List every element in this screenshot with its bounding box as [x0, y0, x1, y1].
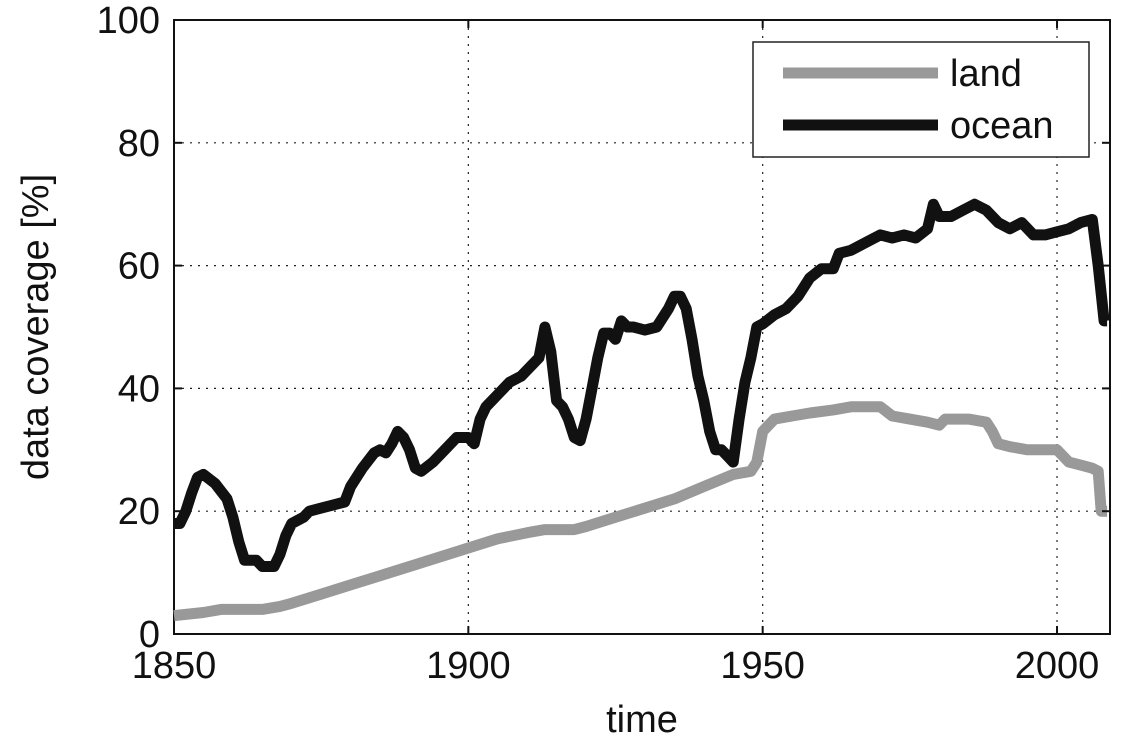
series-line-ocean [174, 198, 1110, 572]
y-tick-label: 60 [118, 246, 160, 288]
legend-label-land: land [950, 53, 1022, 95]
y-tick-label: 100 [97, 0, 160, 42]
y-axis-label: data coverage [%] [15, 174, 57, 480]
x-axis-label: time [606, 699, 678, 741]
x-tick-label: 1900 [426, 645, 511, 687]
plot-frame [173, 19, 1111, 635]
x-tick-label: 1950 [720, 645, 805, 687]
x-tick-label: 1850 [132, 645, 217, 687]
legend-box [752, 41, 1090, 158]
series-layer [173, 198, 1110, 622]
y-tick-label: 40 [118, 368, 160, 410]
y-tick-label: 20 [118, 491, 160, 533]
series-line-land [173, 401, 1108, 622]
x-tick-label: 2000 [1015, 645, 1100, 687]
legend-label-ocean: ocean [950, 105, 1054, 147]
y-tick-label: 0 [139, 614, 160, 656]
y-tick-label: 80 [118, 123, 160, 165]
ticks: 1850 1900 1950 2000 0 20 40 60 80 100 [97, 0, 1110, 687]
legend: land ocean [752, 41, 1090, 158]
